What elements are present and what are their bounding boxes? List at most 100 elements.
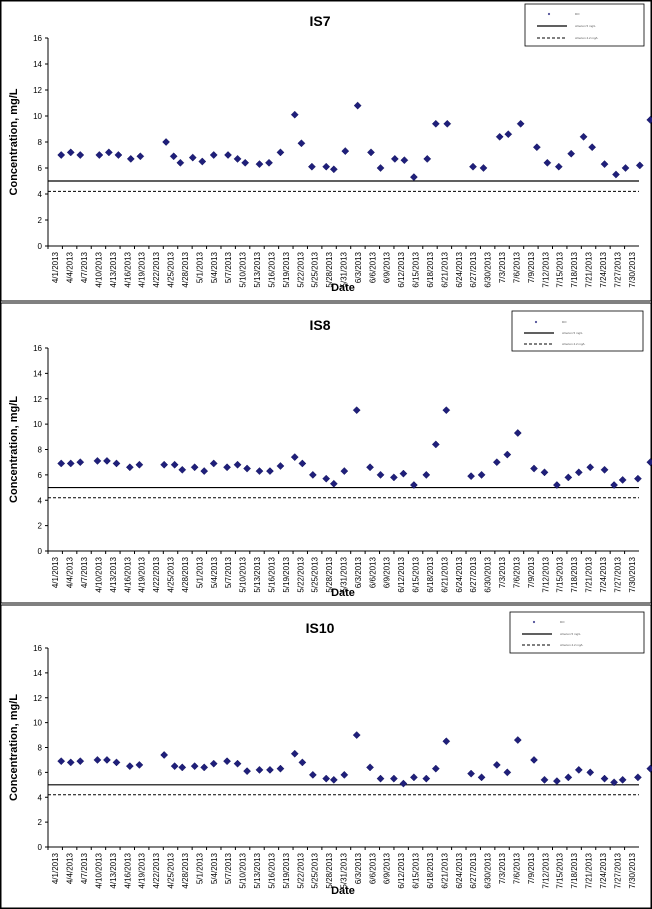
- x-tick-label: 4/10/2013: [94, 556, 103, 592]
- data-point: [112, 459, 121, 468]
- data-point: [574, 468, 583, 477]
- x-tick-label: 5/7/2013: [224, 852, 233, 884]
- x-tick-label: 4/7/2013: [80, 852, 89, 884]
- data-point: [135, 460, 144, 469]
- x-tick-label: 7/12/2013: [541, 852, 550, 888]
- data-point: [376, 470, 385, 479]
- data-point: [553, 481, 561, 489]
- x-tick-label: 6/12/2013: [397, 556, 406, 592]
- data-point: [467, 472, 475, 481]
- x-tick-label: 5/13/2013: [253, 852, 262, 888]
- x-tick-label: 5/31/2013: [340, 556, 349, 592]
- y-tick-label: 0: [38, 547, 43, 556]
- legend-box: [524, 3, 645, 47]
- y-tick-label: 12: [33, 395, 42, 404]
- data-point: [290, 749, 299, 758]
- x-tick-label: 7/30/2013: [628, 852, 637, 888]
- x-tick-label: 5/31/2013: [340, 852, 349, 888]
- data-point: [114, 151, 123, 159]
- x-tick-label: 4/16/2013: [123, 251, 132, 287]
- x-tick-label: 4/28/2013: [181, 251, 190, 287]
- data-point: [57, 757, 66, 766]
- x-tick-label: 7/18/2013: [570, 852, 579, 888]
- data-point: [329, 165, 338, 174]
- y-tick-label: 8: [38, 138, 43, 147]
- chart-panel-is7: IS7 0 2 4 6 8 10 12 14 16 Concentration, mg/L 4/1/2…: [0, 0, 652, 302]
- x-tick-label: 4/22/2013: [152, 852, 161, 888]
- data-point: [160, 751, 169, 759]
- data-point: [76, 757, 85, 766]
- y-tick-label: 10: [33, 420, 42, 429]
- data-point: [57, 151, 66, 159]
- x-tick-label: 6/21/2013: [440, 251, 449, 287]
- x-tick-label: 5/28/2013: [325, 852, 334, 888]
- x-tick-label: 6/24/2013: [455, 251, 464, 287]
- data-point: [104, 148, 113, 157]
- data-point: [431, 119, 440, 128]
- data-point: [265, 158, 273, 167]
- y-tick-label: 12: [33, 694, 42, 703]
- data-point: [376, 164, 385, 172]
- x-tick-label: 6/18/2013: [426, 852, 435, 888]
- chart-title: IS7: [309, 13, 330, 29]
- x-tick-label: 7/21/2013: [585, 556, 594, 592]
- data-point: [634, 773, 642, 782]
- x-tick-label: 7/18/2013: [570, 556, 579, 592]
- data-point: [376, 774, 385, 783]
- data-point: [298, 758, 307, 767]
- legend-box: [509, 611, 645, 654]
- data-point: [178, 465, 187, 474]
- y-axis-label: Concentration, mg/L: [8, 396, 20, 503]
- y-tick-label: 14: [33, 669, 42, 678]
- x-tick-label: 7/3/2013: [498, 852, 507, 884]
- x-tick-label: 6/30/2013: [484, 556, 493, 592]
- x-tick-label: 7/24/2013: [599, 556, 608, 592]
- x-tick-label: 4/25/2013: [167, 251, 176, 287]
- data-point: [567, 149, 576, 158]
- x-axis-label: Date: [331, 885, 355, 897]
- data-point: [341, 147, 350, 155]
- x-tick-label: 5/25/2013: [311, 251, 320, 287]
- data-point: [233, 155, 242, 163]
- data-point: [176, 158, 185, 167]
- x-tick-label: 5/1/2013: [195, 556, 204, 588]
- data-point: [198, 157, 207, 166]
- legend-label: criterion 5 mg/L: [560, 632, 581, 636]
- chart-title: IS10: [306, 620, 335, 636]
- data-point: [66, 148, 75, 157]
- y-tick-label: 14: [33, 369, 42, 378]
- x-tick-label: 7/21/2013: [585, 852, 594, 888]
- x-tick-label: 6/12/2013: [397, 251, 406, 287]
- data-point: [564, 473, 573, 482]
- x-axis-label: Date: [331, 587, 355, 599]
- data-point: [178, 763, 187, 772]
- x-tick-label: 4/19/2013: [138, 556, 147, 592]
- x-tick-label: 4/16/2013: [123, 556, 132, 592]
- data-point: [390, 473, 398, 482]
- x-tick-label: 4/25/2013: [167, 852, 176, 888]
- x-tick-label: 5/4/2013: [210, 556, 219, 588]
- data-point: [399, 779, 408, 788]
- y-tick-label: 6: [38, 471, 43, 480]
- data-point: [618, 775, 627, 784]
- data-point: [266, 766, 274, 774]
- data-point: [93, 457, 102, 465]
- x-tick-label: 5/16/2013: [267, 251, 276, 287]
- y-tick-label: 2: [38, 818, 43, 827]
- data-point: [297, 139, 306, 148]
- data-point: [540, 775, 549, 784]
- y-axis-label: Concentration, mg/L: [8, 88, 20, 195]
- x-tick-label: 5/22/2013: [296, 556, 305, 592]
- legend-label: criterion 5 mg/L: [575, 24, 596, 28]
- x-tick-label: 4/1/2013: [51, 556, 60, 588]
- data-point: [103, 457, 111, 465]
- data-point: [76, 458, 85, 467]
- data-point: [612, 170, 620, 179]
- data-point: [574, 766, 583, 774]
- data-point: [209, 459, 218, 468]
- x-tick-label: 4/28/2013: [181, 852, 190, 888]
- data-point: [209, 759, 218, 768]
- data-point: [621, 164, 630, 172]
- data-point: [532, 143, 541, 152]
- legend-label: DO: [575, 12, 580, 16]
